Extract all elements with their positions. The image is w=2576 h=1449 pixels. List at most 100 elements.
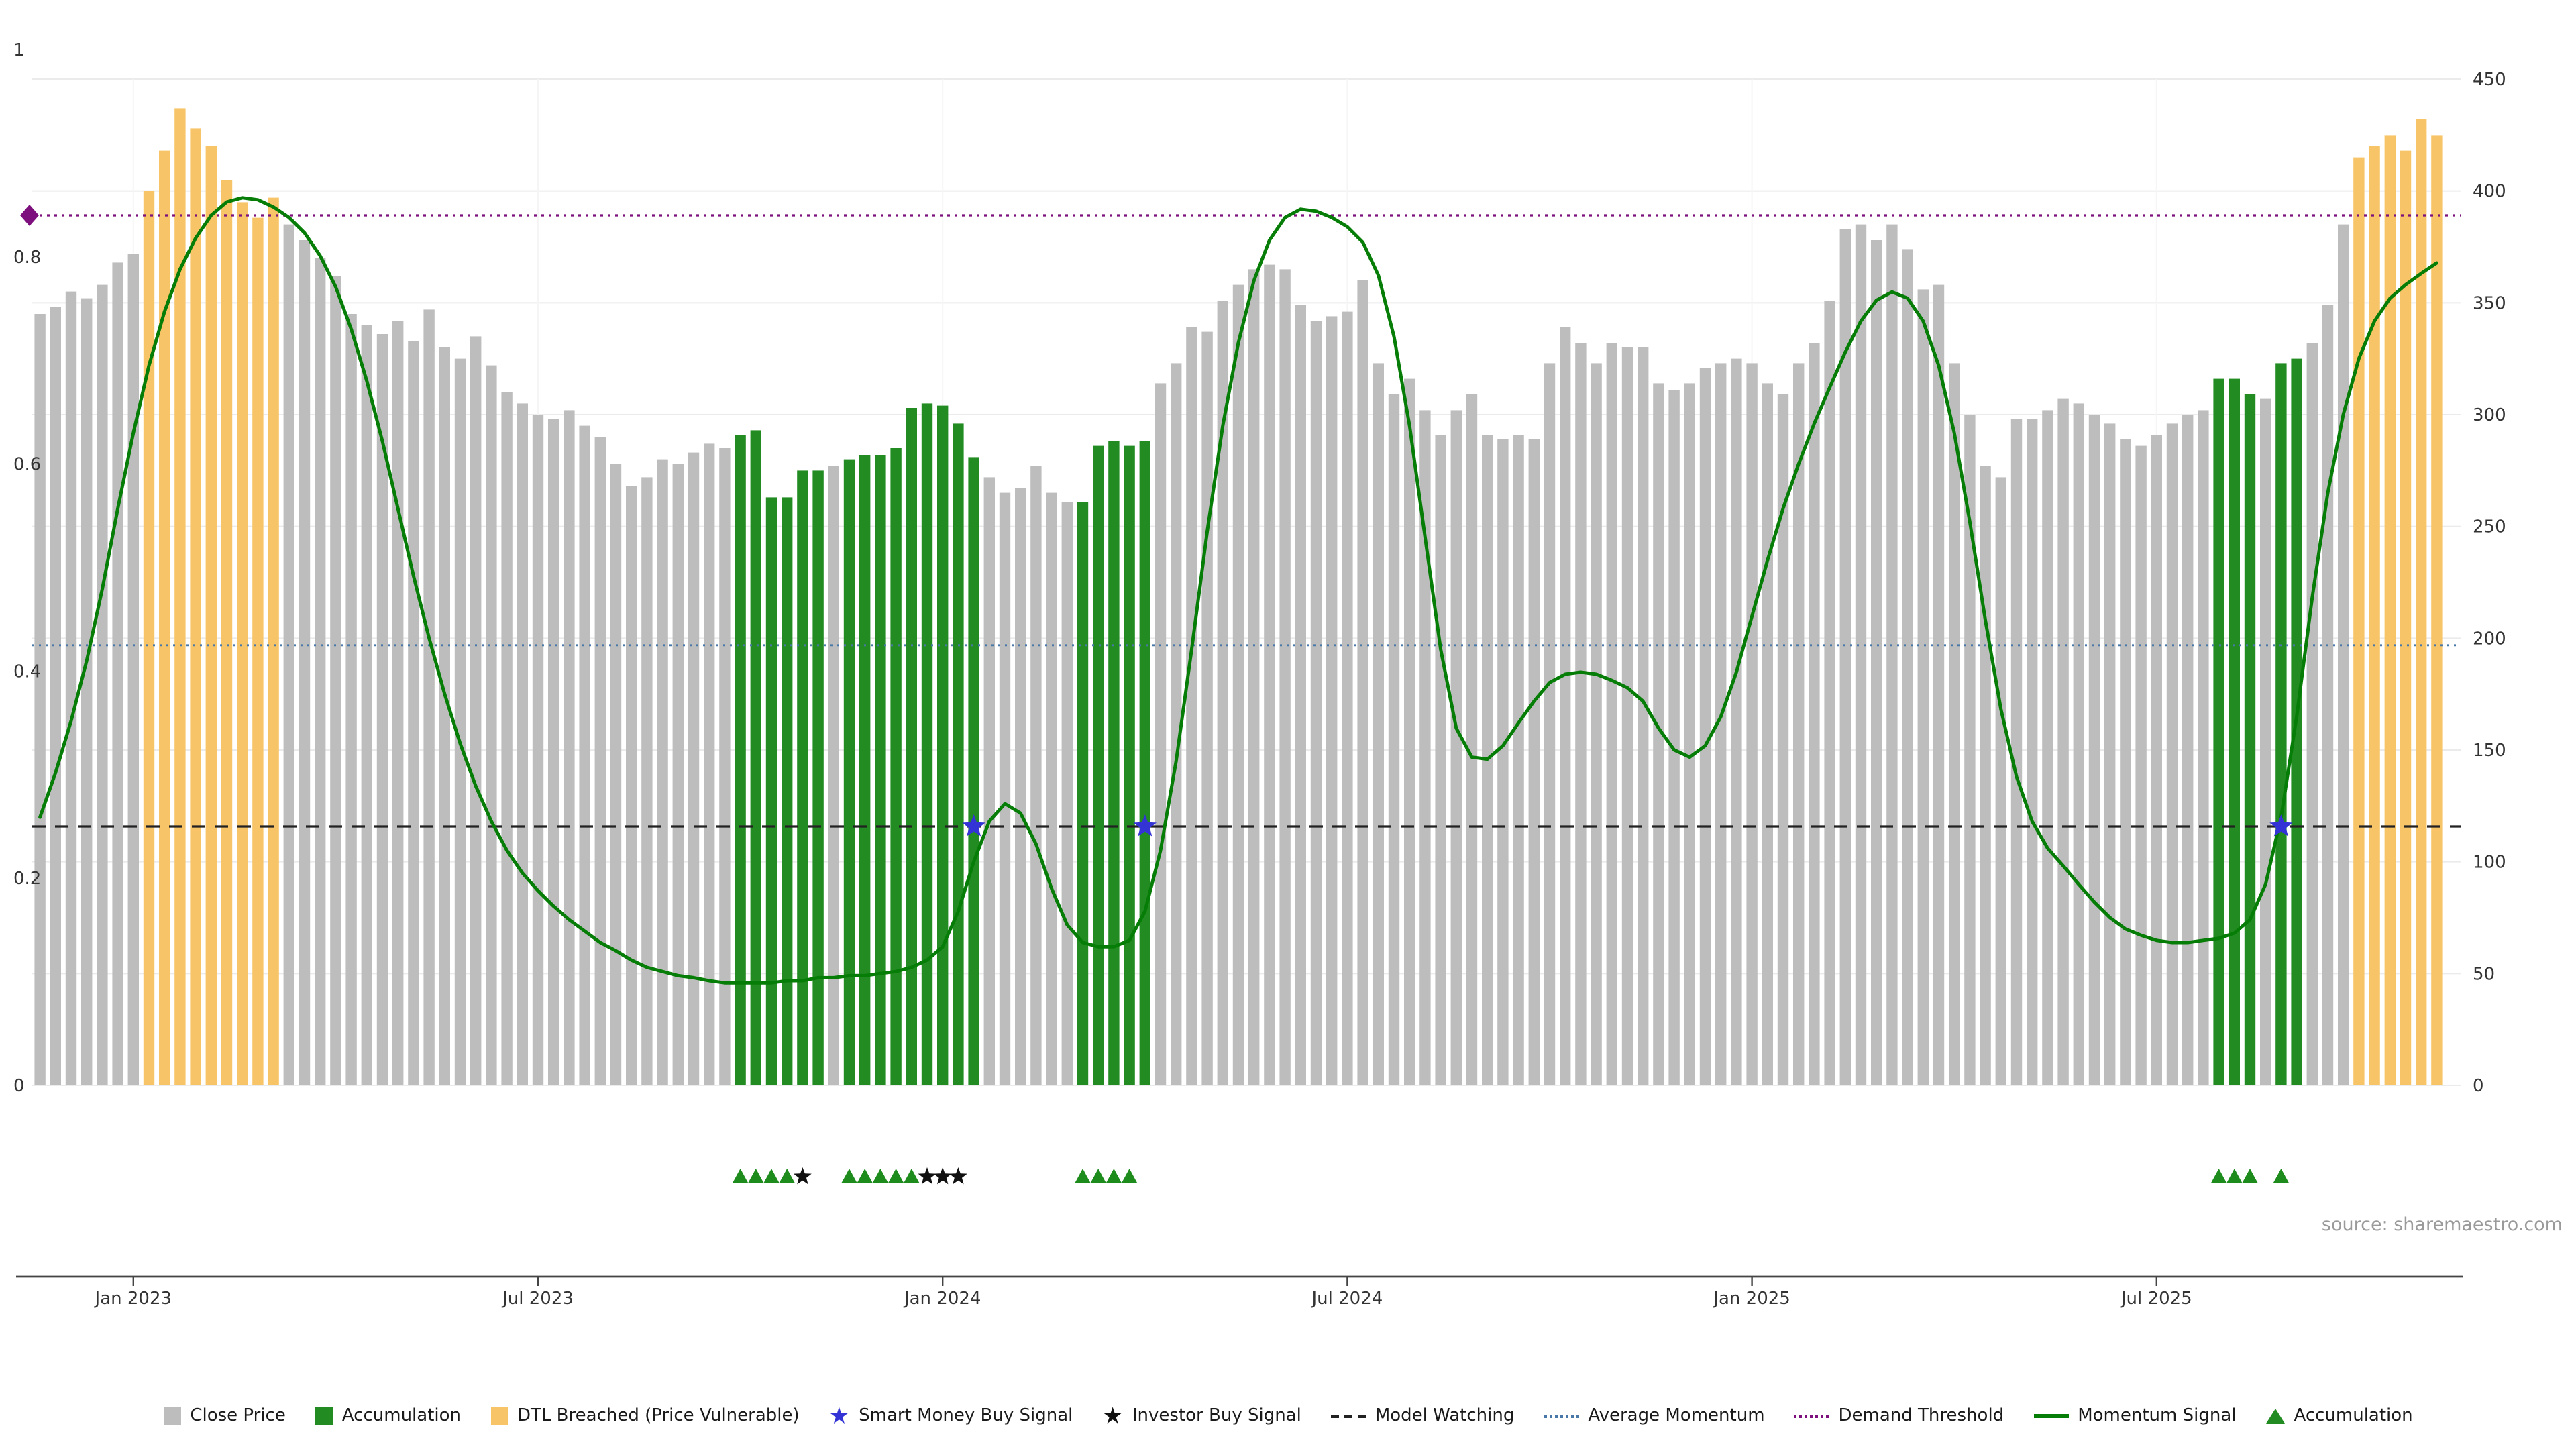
close-price-bar	[1279, 269, 1291, 1085]
accumulation-bar	[890, 448, 902, 1085]
close-price-bar	[1388, 394, 1400, 1085]
dtl-breached-bar	[268, 197, 279, 1086]
momentum-line	[38, 196, 2438, 985]
close-price-bar	[2104, 423, 2116, 1085]
dtl-breached-bar	[2416, 119, 2427, 1085]
dtl-breached-bar	[2369, 146, 2380, 1085]
demand-diamond-icon	[20, 205, 39, 226]
close-price-bar	[548, 419, 559, 1085]
accumulation-triangle-icon	[1075, 1169, 1091, 1183]
triangle-swatch-icon	[2265, 1409, 2285, 1424]
close-price-bar	[486, 365, 497, 1085]
legend-item-smart-money-buy-signal: ★ Smart Money Buy Signal	[829, 1405, 1073, 1428]
close-price-bar	[1342, 311, 1353, 1086]
accumulation-triangle-icon	[2273, 1169, 2290, 1183]
close-price-bar	[1310, 321, 1322, 1085]
x-axis-label: Jan 2025	[1712, 1289, 1790, 1309]
close-price-bar	[1030, 466, 1042, 1085]
x-axis-label: Jan 2023	[94, 1289, 172, 1309]
close-price-bar	[1373, 363, 1384, 1085]
accumulation-triangle-icon	[903, 1169, 920, 1183]
right-axis-tick: 0	[2473, 1076, 2484, 1096]
legend-label: Accumulation	[2294, 1406, 2413, 1426]
close-price-bar	[1621, 347, 1633, 1085]
dtl-breached-bar	[143, 191, 155, 1086]
close-price-bar	[1731, 358, 1742, 1085]
accumulation-triangle-icon	[872, 1169, 889, 1183]
dtl-breached-bar	[190, 128, 201, 1085]
close-price-bar	[392, 321, 404, 1085]
close-price-bar	[1809, 343, 1820, 1085]
close-price-bar	[1404, 378, 1415, 1085]
accumulation-triangle-icon	[747, 1169, 764, 1183]
close-price-bar	[1155, 383, 1167, 1085]
close-price-bar	[1777, 394, 1789, 1085]
close-price-bar	[1668, 390, 1680, 1085]
close-price-bar	[2135, 445, 2147, 1085]
close-price-bar	[1232, 284, 1244, 1086]
accumulation-triangle-icon	[763, 1169, 780, 1183]
dtl-breached-bar	[2353, 157, 2365, 1086]
threshold-lines	[32, 214, 2461, 828]
close-price-bar	[641, 477, 653, 1085]
smart-money-signals	[962, 814, 2293, 837]
right-axis-tick: 100	[2473, 853, 2506, 873]
close-price-bar	[454, 358, 466, 1085]
close-price-bar	[501, 392, 513, 1085]
line-dotted-swatch-icon	[1544, 1415, 1579, 1417]
left-axis-tick: 0.6	[13, 455, 41, 475]
close-price-bar	[517, 403, 528, 1085]
close-price-bar	[564, 410, 575, 1085]
accumulation-triangle-icon	[857, 1169, 873, 1183]
close-price-bar	[2027, 419, 2038, 1085]
right-axis-tick: 150	[2473, 741, 2506, 761]
legend-label: Close Price	[190, 1406, 286, 1426]
dtl-breached-bar	[221, 180, 233, 1085]
close-price-bar	[1793, 363, 1805, 1085]
legend-item-demand-threshold: Demand Threshold	[1794, 1406, 2004, 1426]
dtl-breached-bar	[174, 108, 186, 1085]
right-axis-tick: 50	[2473, 964, 2495, 984]
close-price-bar	[1699, 368, 1711, 1085]
close-price-bar	[1171, 363, 1182, 1085]
legend-label: Demand Threshold	[1838, 1406, 2004, 1426]
close-price-bar	[1964, 415, 1976, 1085]
line-dotted-swatch-icon	[1794, 1415, 1829, 1417]
legend-label: Investor Buy Signal	[1132, 1406, 1301, 1426]
close-price-bar	[1435, 435, 1446, 1085]
close-price-bar	[1217, 301, 1228, 1085]
dtl-breached-bar	[2384, 135, 2396, 1085]
accumulation-triangle-icon	[888, 1169, 904, 1183]
close-price-bar	[2322, 305, 2334, 1086]
close-price-bar	[2120, 439, 2131, 1085]
close-price-bar	[1886, 224, 1898, 1086]
smart-money-buy-star-icon	[2269, 814, 2293, 837]
star-swatch-icon: ★	[1102, 1403, 1123, 1430]
close-price-bar	[1046, 492, 1057, 1085]
right-axis-tick: 400	[2473, 182, 2506, 202]
line-dashed-swatch-icon	[1330, 1415, 1366, 1417]
close-price-bar	[112, 262, 123, 1085]
accumulation-triangle-icon	[1090, 1169, 1107, 1183]
close-price-bar	[1606, 343, 1617, 1085]
line-solid-swatch-icon	[2033, 1414, 2069, 1418]
investor-buy-star-icon	[918, 1167, 936, 1185]
close-price-bar	[688, 452, 700, 1085]
close-price-bar	[1638, 347, 1649, 1085]
investor-buy-star-icon	[949, 1167, 967, 1185]
close-price-bar	[2198, 410, 2209, 1085]
accumulation-bar	[782, 497, 793, 1085]
close-price-bar	[127, 254, 139, 1085]
accumulation-bar	[735, 435, 746, 1085]
close-price-bar	[1871, 240, 1882, 1085]
legend-label: DTL Breached (Price Vulnerable)	[517, 1406, 800, 1426]
square-swatch-icon	[315, 1407, 333, 1425]
close-price-bar	[1933, 284, 1945, 1086]
close-price-bar	[1295, 305, 1306, 1086]
accumulation-bar	[1124, 445, 1135, 1085]
dtl-breached-bar	[205, 146, 217, 1085]
legend-item-accumulation: Accumulation	[315, 1406, 461, 1426]
accumulation-bar	[843, 459, 855, 1085]
x-axis-label: Jul 2025	[2120, 1289, 2192, 1309]
close-price-bar	[672, 464, 684, 1085]
